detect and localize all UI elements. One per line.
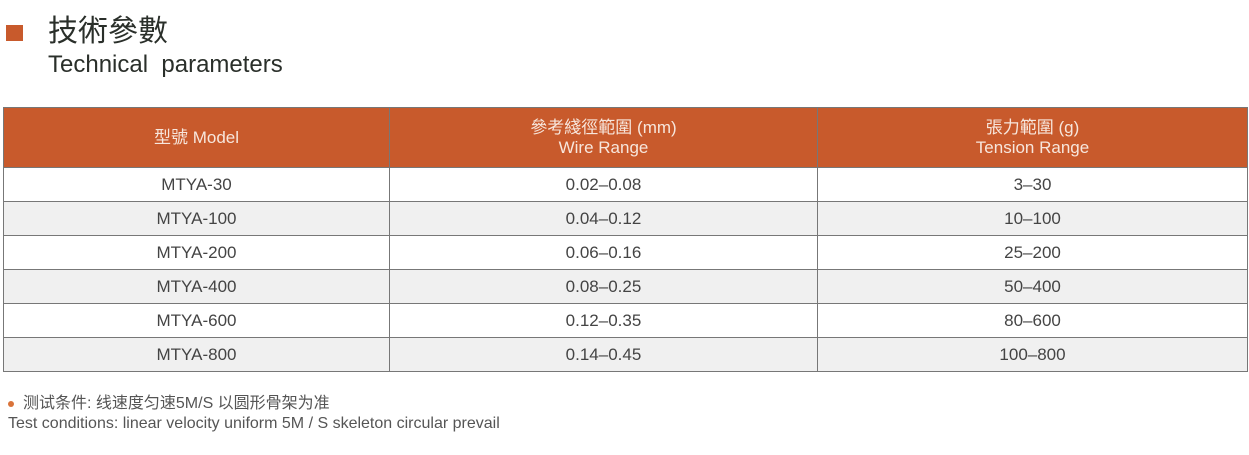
table-row: MTYA-100 0.04–0.12 10–100 [3, 201, 1248, 236]
table-cell: 0.12–0.35 [389, 303, 818, 338]
table-cell: MTYA-30 [3, 167, 390, 202]
section-marker-icon [6, 25, 23, 41]
table-cell: 0.02–0.08 [389, 167, 818, 202]
table-cell: 3–30 [817, 167, 1248, 202]
table-cell: 0.08–0.25 [389, 269, 818, 304]
parameters-table: 型號 Model 參考綫徑範圍 (mm) Wire Range 張力範圍 (g) T… [3, 107, 1248, 372]
test-conditions-note: 测试条件: 线速度匀速5M/S 以圆形骨架为准 Test conditions:… [8, 395, 500, 432]
bullet-icon [8, 400, 14, 407]
table-cell: 10–100 [817, 201, 1248, 236]
header-model: 型號 Model [3, 107, 390, 168]
table-cell: 25–200 [817, 235, 1248, 270]
header-wire-range: 參考綫徑範圍 (mm) Wire Range [389, 107, 818, 168]
table-cell: 0.06–0.16 [389, 235, 818, 270]
table-cell: MTYA-600 [3, 303, 390, 338]
table-cell: 50–400 [817, 269, 1248, 304]
page-title: 技術參數 [48, 15, 168, 48]
table-row: MTYA-600 0.12–0.35 80–600 [3, 303, 1248, 338]
table-row: MTYA-30 0.02–0.08 3–30 [3, 167, 1248, 202]
table-cell: MTYA-800 [3, 337, 390, 372]
table-cell: 0.04–0.12 [389, 201, 818, 236]
table-cell: MTYA-200 [3, 235, 390, 270]
header-tension-range: 張力範圍 (g) Tension Range [817, 107, 1248, 168]
table-cell: 0.14–0.45 [389, 337, 818, 372]
table-cell: 80–600 [817, 303, 1248, 338]
table-row: MTYA-200 0.06–0.16 25–200 [3, 235, 1248, 270]
page-subtitle: Technical parameters [48, 51, 283, 78]
table-row: MTYA-400 0.08–0.25 50–400 [3, 269, 1248, 304]
table-cell: MTYA-400 [3, 269, 390, 304]
table-row: MTYA-800 0.14–0.45 100–800 [3, 337, 1248, 372]
table-cell: MTYA-100 [3, 201, 390, 236]
table-cell: 100–800 [817, 337, 1248, 372]
